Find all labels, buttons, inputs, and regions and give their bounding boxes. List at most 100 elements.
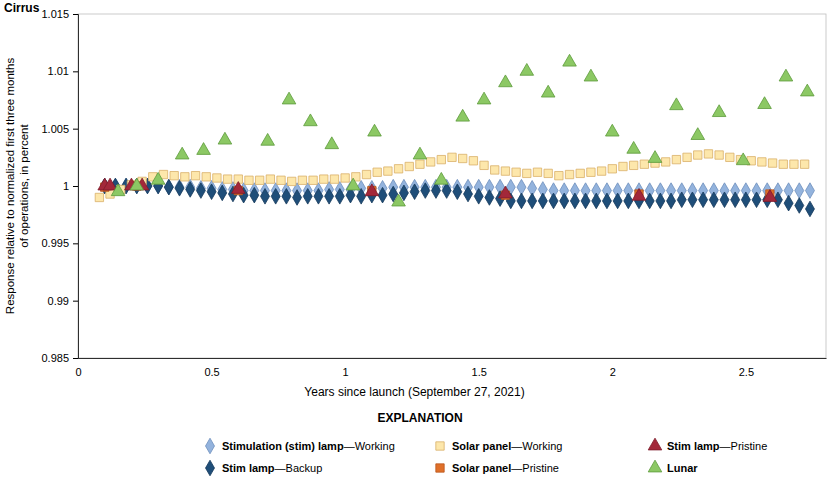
point <box>282 92 296 104</box>
point <box>563 54 577 66</box>
point <box>330 175 338 183</box>
point <box>613 193 622 209</box>
axis-line <box>79 358 827 359</box>
point <box>512 168 520 176</box>
tick-mark <box>73 71 78 72</box>
tick: 0.99 <box>48 295 78 307</box>
point <box>405 162 413 170</box>
point <box>103 178 117 190</box>
point <box>413 147 427 159</box>
point <box>779 160 787 168</box>
x-axis: 00.511.522.5 <box>75 358 826 378</box>
point <box>709 192 718 208</box>
point <box>576 169 584 177</box>
legend-marker <box>436 442 444 450</box>
point <box>261 133 275 145</box>
point <box>218 132 232 144</box>
point <box>541 85 555 97</box>
point <box>485 190 494 206</box>
point <box>175 181 184 197</box>
tick-label: 1.5 <box>472 366 487 378</box>
point <box>736 153 750 165</box>
point <box>645 193 654 209</box>
point <box>662 158 670 166</box>
point <box>565 170 573 178</box>
tick-label: 1.015 <box>41 8 69 20</box>
point <box>378 187 387 203</box>
tick: 0.985 <box>41 352 78 364</box>
point <box>384 167 392 175</box>
point <box>752 192 761 208</box>
point <box>346 178 360 190</box>
point <box>373 168 381 176</box>
point <box>677 192 686 208</box>
point <box>704 150 712 158</box>
tick-label: 0.985 <box>41 352 69 364</box>
tick-label: 1 <box>63 180 69 192</box>
tick-label: 0.5 <box>204 366 219 378</box>
point <box>341 174 349 182</box>
point <box>298 176 306 184</box>
point <box>694 151 702 159</box>
point <box>304 114 318 126</box>
tick: 1 <box>63 180 78 192</box>
point <box>231 182 245 194</box>
point <box>741 192 750 208</box>
plot: 00.511.522.50.9850.990.99511.0051.011.01… <box>41 8 826 378</box>
tick-label: 1.01 <box>48 65 69 77</box>
point <box>442 183 451 199</box>
point <box>197 143 211 155</box>
point <box>627 141 641 153</box>
point <box>95 193 103 201</box>
point <box>410 184 419 200</box>
point <box>768 159 776 167</box>
point <box>570 193 579 209</box>
point <box>731 192 740 208</box>
point <box>629 161 637 169</box>
plot-frame <box>78 14 826 358</box>
tick: 1.5 <box>472 358 487 378</box>
legend-marker <box>206 438 215 454</box>
point <box>477 92 491 104</box>
point <box>581 193 590 209</box>
series <box>100 178 814 217</box>
point <box>597 167 605 175</box>
point <box>421 183 430 199</box>
x-axis-title: Years since launch (September 27, 2021) <box>304 385 524 399</box>
point <box>474 189 483 205</box>
point <box>245 176 253 184</box>
point <box>368 124 382 136</box>
tick-label: 2 <box>610 366 616 378</box>
point <box>426 158 434 166</box>
tick-mark <box>73 186 78 187</box>
point <box>720 192 729 208</box>
legend-title: EXPLANATION <box>377 411 462 425</box>
point <box>517 193 526 209</box>
point <box>431 183 440 199</box>
point <box>362 170 370 178</box>
point <box>691 128 705 140</box>
point <box>805 201 814 217</box>
tick-label: 2.5 <box>739 366 754 378</box>
point <box>656 193 665 209</box>
point <box>218 185 227 201</box>
point <box>640 160 648 168</box>
point <box>314 189 323 205</box>
legend-marker <box>436 464 444 472</box>
point <box>394 165 402 173</box>
tick-mark <box>73 14 78 15</box>
point <box>453 184 462 200</box>
point <box>523 169 531 177</box>
point <box>499 75 513 87</box>
point <box>619 162 627 170</box>
point <box>795 198 804 214</box>
point <box>480 161 488 169</box>
point <box>800 160 808 168</box>
tick-mark <box>73 243 78 244</box>
tick-mark <box>73 358 78 359</box>
point <box>271 189 280 205</box>
legend-marker <box>206 460 215 476</box>
point <box>683 153 691 161</box>
tick: 1.015 <box>41 8 78 20</box>
point <box>549 193 558 209</box>
